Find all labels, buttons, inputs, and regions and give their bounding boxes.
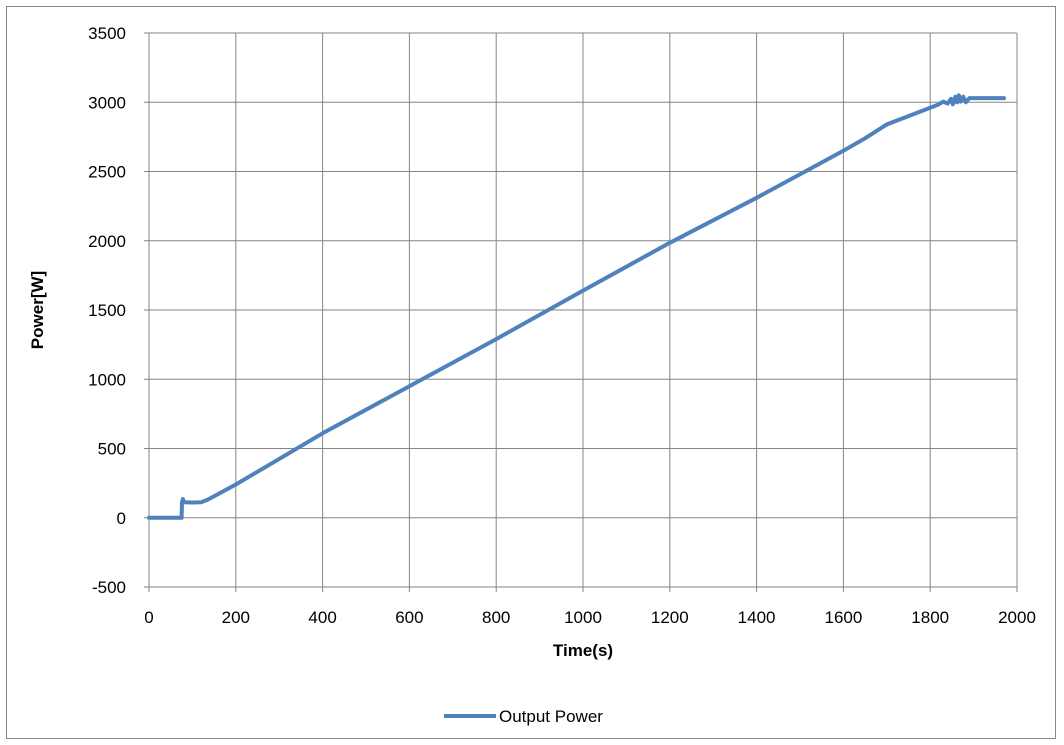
y-axis-title: Power[W] (28, 271, 47, 349)
x-tick-label: 1000 (564, 608, 602, 627)
series-layer (147, 93, 1006, 520)
y-tick-label: 1000 (88, 370, 126, 389)
x-axis-title: Time(s) (553, 641, 613, 660)
x-tick-label: 800 (482, 608, 510, 627)
x-tick-label: 1400 (738, 608, 776, 627)
x-tick-label: 1600 (824, 608, 862, 627)
axis-lines (144, 32, 1018, 592)
x-tick-label: 600 (395, 608, 423, 627)
y-tick-label: 3000 (88, 93, 126, 112)
y-tick-label: 0 (117, 509, 126, 528)
grid-lines (148, 32, 1018, 588)
y-tick-labels: -500 0 500 1000 1500 2000 2500 3000 3500 (88, 24, 126, 597)
legend: Output Power (444, 707, 603, 726)
x-tick-labels: 0 200 400 600 800 1000 1200 1400 1600 1800 2000 (144, 608, 1036, 627)
x-tick-label: 2000 (998, 608, 1036, 627)
x-tick-label: 0 (144, 608, 153, 627)
x-tick-label: 1200 (651, 608, 689, 627)
x-tick-label: 1800 (911, 608, 949, 627)
series-line-output-power (147, 93, 1006, 520)
y-tick-label: 1500 (88, 301, 126, 320)
y-tick-label: 500 (98, 440, 126, 459)
x-tick-label: 400 (308, 608, 336, 627)
x-tick-label: 200 (222, 608, 250, 627)
legend-label-output-power: Output Power (499, 707, 603, 726)
y-tick-label: -500 (92, 578, 126, 597)
y-tick-label: 2000 (88, 232, 126, 251)
y-tick-label: 2500 (88, 163, 126, 182)
y-tick-label: 3500 (88, 24, 126, 43)
